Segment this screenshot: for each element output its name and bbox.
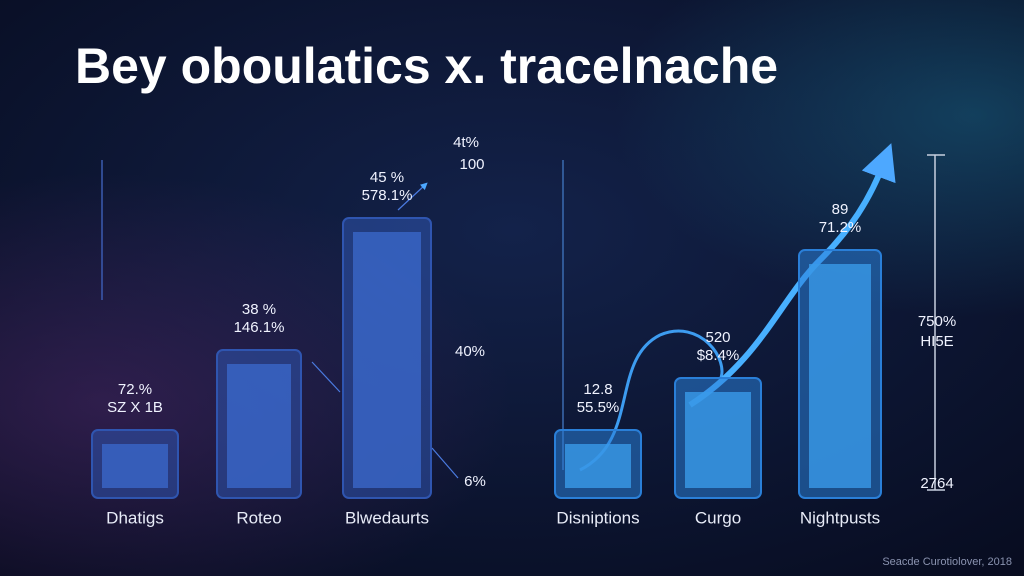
pointer bbox=[431, 447, 459, 479]
bar-inner bbox=[809, 264, 871, 488]
annotation: HI5E bbox=[920, 333, 953, 350]
bar-label: 71.2% bbox=[819, 219, 862, 236]
pointer bbox=[311, 361, 341, 393]
bar-label: 55.5% bbox=[577, 399, 620, 416]
bar-inner bbox=[102, 444, 168, 488]
bar-label: 72.% bbox=[118, 381, 152, 398]
footer: Seacde Curotiolover, 2018 bbox=[882, 556, 1012, 568]
x-tick-label: Disniptions bbox=[556, 508, 639, 527]
x-tick-label: Curgo bbox=[695, 508, 741, 527]
title: Bey oboulatics x. tracelnache bbox=[75, 38, 778, 94]
bar-label: 578.1% bbox=[362, 187, 413, 204]
annotation: 100 bbox=[459, 156, 484, 173]
bar-label: SZ X 1B bbox=[107, 399, 163, 416]
bar-label: 89 bbox=[832, 201, 849, 218]
bar-label: 520 bbox=[705, 329, 730, 346]
x-tick-label: Blwedaurts bbox=[345, 508, 429, 527]
bar-label: 38 % bbox=[242, 301, 276, 318]
pointer bbox=[397, 182, 428, 211]
annotation: 4t% bbox=[453, 134, 479, 151]
bar-inner bbox=[353, 232, 421, 488]
x-tick-label: Dhatigs bbox=[106, 508, 164, 527]
annotation: 40% bbox=[455, 343, 485, 360]
annotation: 6% bbox=[464, 473, 486, 490]
bar-label: 45 % bbox=[370, 169, 404, 186]
bar-label: $8.4% bbox=[697, 347, 740, 364]
bar-label: 12.8 bbox=[583, 381, 612, 398]
bar-inner bbox=[565, 444, 631, 488]
annotation: 2764 bbox=[920, 475, 953, 492]
x-tick-label: Roteo bbox=[236, 508, 281, 527]
bar-label: 146.1% bbox=[234, 319, 285, 336]
bar-inner bbox=[685, 392, 751, 488]
x-tick-label: Nightpusts bbox=[800, 508, 880, 527]
annotation: 750% bbox=[918, 313, 956, 330]
bar-inner bbox=[227, 364, 291, 488]
